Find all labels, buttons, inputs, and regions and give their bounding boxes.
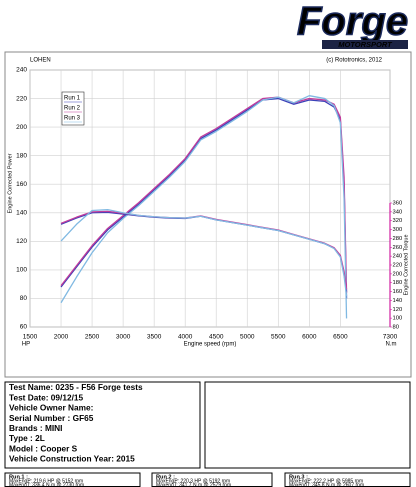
- x-tick-label: 3500: [147, 334, 162, 341]
- y-tick-label: 100: [16, 267, 27, 274]
- info-line: Model : Cooper S: [9, 443, 78, 453]
- x-tick-label: 2000: [54, 334, 69, 341]
- y-tick-label: 180: [16, 152, 27, 159]
- run-line: MaxengT: 345.8 N.m @ 2607 rpm: [289, 482, 364, 487]
- y-unit: HP: [22, 342, 30, 348]
- x-tick-label: 2500: [85, 334, 100, 341]
- x-tick-label: 4000: [178, 334, 193, 341]
- x-axis-title: Engine speed (rpm): [184, 342, 237, 348]
- run-line: MaxengT: 341.7 N.m @ 2579 rpm: [156, 482, 231, 487]
- run-title: Run 1 :: [9, 474, 28, 480]
- run-line: MaxEngP: 220.3 HP @ 5192 rpm: [156, 479, 230, 485]
- y2-unit: N.m: [386, 342, 397, 348]
- info-line: Vehicle Owner Name:: [9, 403, 93, 413]
- x-tick-label: 1500: [23, 334, 38, 341]
- y-axis-title: Engine Corrected Power: [7, 153, 13, 213]
- y2-tick-label: 340: [393, 209, 403, 215]
- header-left: LOHEN: [30, 58, 51, 64]
- x-tick-label: 4500: [209, 334, 224, 341]
- y2-axis-title: Engine Corrected Torque: [403, 234, 409, 295]
- info-line: Serial Number : GF65: [9, 413, 94, 423]
- data-line: [60, 95, 348, 319]
- y-tick-label: 120: [16, 238, 27, 245]
- y2-tick-label: 140: [393, 298, 403, 304]
- y-tick-label: 160: [16, 181, 27, 188]
- y2-tick-label: 80: [393, 325, 399, 331]
- y2-tick-label: 200: [393, 271, 403, 277]
- x-tick-label: 5500: [271, 334, 286, 341]
- y2-tick-label: 280: [393, 236, 403, 242]
- y2-tick-label: 260: [393, 245, 403, 251]
- legend-label: Run 2: [64, 106, 81, 112]
- legend-label: Run 1: [64, 96, 81, 102]
- header-right: (c) Rototronics, 2012: [326, 58, 382, 64]
- empty-box: [204, 381, 411, 469]
- y-tick-label: 200: [16, 124, 27, 131]
- info-line: Test Name: 0235 - F56 Forge tests: [9, 382, 143, 392]
- run-line: MaxengT: 336.4 N.m @ 2730 rpm: [9, 482, 84, 487]
- x-tick-label: 6000: [302, 334, 317, 341]
- run-line: MaxEngP: 219.6 HP @ 5152 rpm: [9, 479, 83, 485]
- y2-tick-label: 120: [393, 307, 403, 313]
- run-line: MaxEngP: 222.2 HP @ 5985 rpm: [289, 479, 363, 485]
- info-line: Brands : MINI: [9, 423, 62, 433]
- info-box: [4, 381, 201, 469]
- run-title: Run 2 :: [156, 474, 175, 480]
- y-tick-label: 60: [20, 324, 28, 331]
- info-line: Type : 2L: [9, 433, 45, 443]
- y2-tick-label: 180: [393, 280, 403, 286]
- y2-tick-label: 100: [393, 316, 403, 322]
- y2-tick-label: 160: [393, 289, 403, 295]
- info-line: Test Date: 09/12/15: [9, 392, 83, 402]
- y-tick-label: 140: [16, 209, 27, 216]
- run-title: Run 3 :: [289, 474, 308, 480]
- logo-subtext: MOTORSPORT: [338, 40, 393, 49]
- logo-text: Forge: [297, 0, 408, 44]
- x-tick-label: 6500: [333, 334, 348, 341]
- data-line: [60, 208, 348, 297]
- legend-box: [61, 91, 85, 126]
- x-tick-label: 7300: [383, 334, 398, 341]
- y2-tick-label: 320: [393, 218, 403, 224]
- y-tick-label: 220: [16, 95, 27, 102]
- y-tick-label: 240: [16, 67, 27, 74]
- logo-banner: [322, 40, 408, 49]
- data-line: [60, 97, 348, 299]
- y2-tick-label: 360: [393, 201, 403, 207]
- x-tick-label: 5000: [240, 334, 255, 341]
- y-tick-label: 80: [20, 295, 28, 302]
- x-tick-label: 3000: [116, 334, 131, 341]
- y2-tick-label: 300: [393, 227, 403, 233]
- y2-tick-label: 240: [393, 254, 403, 260]
- info-line: Vehicle Construction Year: 2015: [9, 454, 135, 464]
- y2-tick-label: 220: [393, 263, 403, 269]
- legend-label: Run 3: [64, 116, 81, 122]
